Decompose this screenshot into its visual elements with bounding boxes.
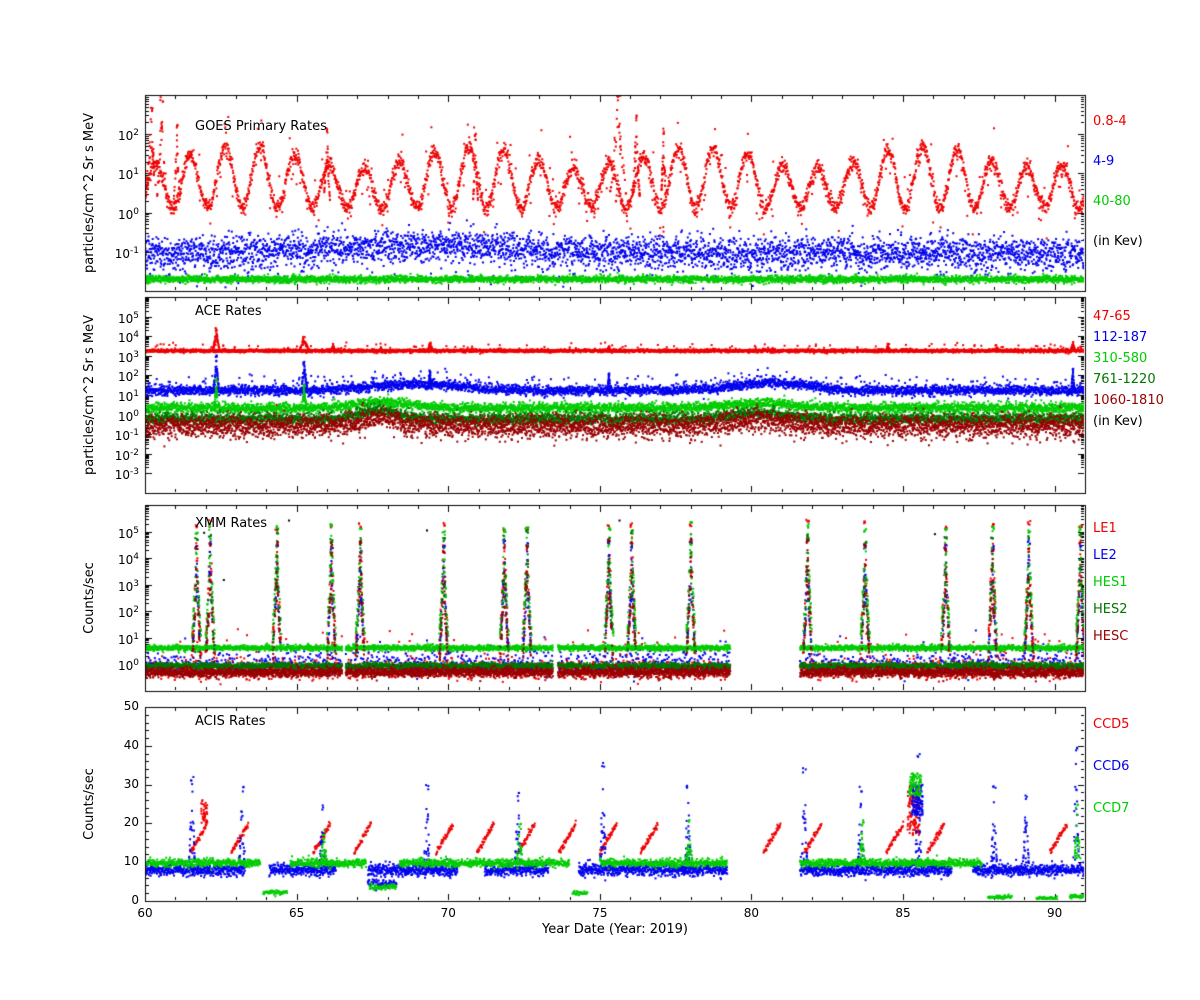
y-tick-label: 50 <box>123 699 139 713</box>
y-tick-label: 103 <box>117 349 139 365</box>
y-tick-label: 101 <box>117 389 139 404</box>
y-tick-label: 10-3 <box>114 467 139 483</box>
legend-item-47-65: 47-65 <box>1093 309 1131 324</box>
legend-item-40-80: 40-80 <box>1093 194 1131 209</box>
legend-item-ccd7: CCD7 <box>1093 801 1130 816</box>
y-tick-label: 100 <box>117 658 139 674</box>
y-tick-label: 105 <box>117 310 139 326</box>
y-tick-label: 20 <box>123 815 139 830</box>
y-tick-label: 100 <box>117 408 139 424</box>
panel-title-xmm: XMM Rates <box>195 516 268 531</box>
y-axis-label-xmm: Counts/sec <box>82 562 97 634</box>
x-tick-label: 75 <box>592 906 608 920</box>
y-tick-label: 10 <box>123 854 139 869</box>
x-tick-label: 90 <box>1047 906 1063 920</box>
y-tick-label: 101 <box>117 631 139 647</box>
legend-item-hes1: HES1 <box>1093 575 1128 590</box>
x-tick-label: 70 <box>440 906 456 920</box>
y-tick-label: 100 <box>117 206 139 222</box>
legend-item-hes2: HES2 <box>1093 602 1128 617</box>
x-tick-label: 85 <box>895 906 911 920</box>
panel-title-ace: ACE Rates <box>195 304 262 319</box>
legend-item-le1: LE1 <box>1093 521 1117 536</box>
legend-item-0-8-4: 0.8-4 <box>1093 114 1127 129</box>
y-tick-label: 104 <box>117 330 139 346</box>
y-tick-label: 30 <box>123 776 139 791</box>
legend-item-4-9: 4-9 <box>1093 154 1115 169</box>
y-tick-label: 40 <box>123 737 139 752</box>
y-tick-label: 104 <box>117 552 139 568</box>
legend-item--in-kev-: (in Kev) <box>1093 414 1143 429</box>
y-tick-label: 101 <box>117 167 139 183</box>
y-tick-label: 102 <box>117 369 139 385</box>
y-tick-label: 102 <box>117 605 139 621</box>
y-tick-label: 102 <box>117 128 139 144</box>
legend-item-hesc: HESC <box>1093 629 1129 644</box>
y-tick-label: 0 <box>131 893 139 907</box>
legend-item--in-kev-: (in Kev) <box>1093 234 1143 249</box>
legend-item-761-1220: 761-1220 <box>1093 372 1156 387</box>
legend-item-310-580: 310-580 <box>1093 351 1148 366</box>
legend-item-ccd6: CCD6 <box>1093 759 1130 774</box>
y-tick-label: 103 <box>117 578 139 594</box>
x-tick-label: 60 <box>137 906 153 920</box>
legend-item-ccd5: CCD5 <box>1093 717 1130 732</box>
x-tick-label: 65 <box>288 906 305 920</box>
legend-item-112-187: 112-187 <box>1093 330 1148 345</box>
y-tick-label: 10-1 <box>114 428 139 444</box>
panel-title-goes: GOES Primary Rates <box>195 119 327 134</box>
panel-title-acis: ACIS Rates <box>195 714 266 729</box>
y-tick-label: 105 <box>117 525 139 541</box>
y-tick-label: 10-1 <box>114 245 139 261</box>
x-tick-label: 80 <box>743 906 760 920</box>
legend-item-1060-1810: 1060-1810 <box>1093 393 1164 408</box>
legend-item-le2: LE2 <box>1093 548 1117 563</box>
x-axis-label: Year Date (Year: 2019) <box>542 922 688 937</box>
y-tick-label: 10-2 <box>114 447 139 463</box>
